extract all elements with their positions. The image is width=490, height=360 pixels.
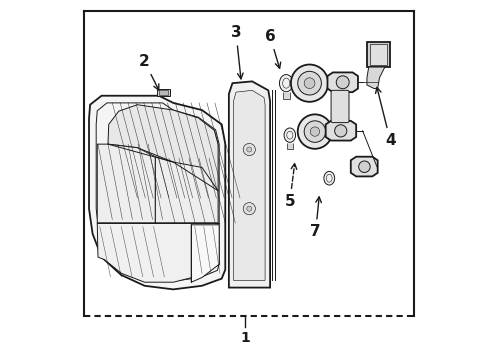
PathPatch shape [229, 81, 270, 288]
Circle shape [336, 76, 349, 89]
Circle shape [359, 161, 370, 172]
Circle shape [247, 147, 252, 152]
Ellipse shape [284, 128, 295, 142]
Circle shape [304, 78, 315, 89]
Ellipse shape [279, 75, 293, 92]
PathPatch shape [326, 121, 356, 140]
Text: 2: 2 [139, 54, 159, 90]
PathPatch shape [326, 185, 333, 192]
Ellipse shape [324, 171, 335, 185]
PathPatch shape [287, 143, 293, 149]
Bar [159, 90, 168, 95]
Circle shape [335, 125, 347, 137]
PathPatch shape [305, 57, 314, 64]
PathPatch shape [157, 89, 170, 96]
Circle shape [298, 71, 321, 95]
Text: 6: 6 [265, 29, 281, 68]
PathPatch shape [97, 144, 155, 223]
PathPatch shape [351, 157, 378, 176]
Circle shape [298, 114, 332, 149]
Circle shape [243, 143, 255, 156]
Circle shape [304, 121, 326, 142]
Text: 1: 1 [240, 331, 250, 345]
Text: 7: 7 [310, 197, 321, 239]
PathPatch shape [367, 67, 385, 89]
PathPatch shape [155, 157, 218, 223]
PathPatch shape [97, 223, 219, 282]
Text: 5: 5 [285, 163, 297, 209]
PathPatch shape [327, 72, 358, 92]
Circle shape [291, 64, 328, 102]
Circle shape [243, 203, 255, 215]
Circle shape [247, 206, 252, 211]
Bar [370, 44, 387, 65]
PathPatch shape [89, 96, 225, 289]
FancyBboxPatch shape [367, 42, 390, 67]
Text: 4: 4 [376, 87, 395, 148]
FancyBboxPatch shape [331, 90, 349, 123]
PathPatch shape [283, 92, 290, 99]
PathPatch shape [191, 225, 219, 282]
PathPatch shape [234, 90, 265, 280]
Text: 3: 3 [231, 26, 243, 79]
Circle shape [310, 127, 319, 136]
PathPatch shape [108, 105, 218, 191]
